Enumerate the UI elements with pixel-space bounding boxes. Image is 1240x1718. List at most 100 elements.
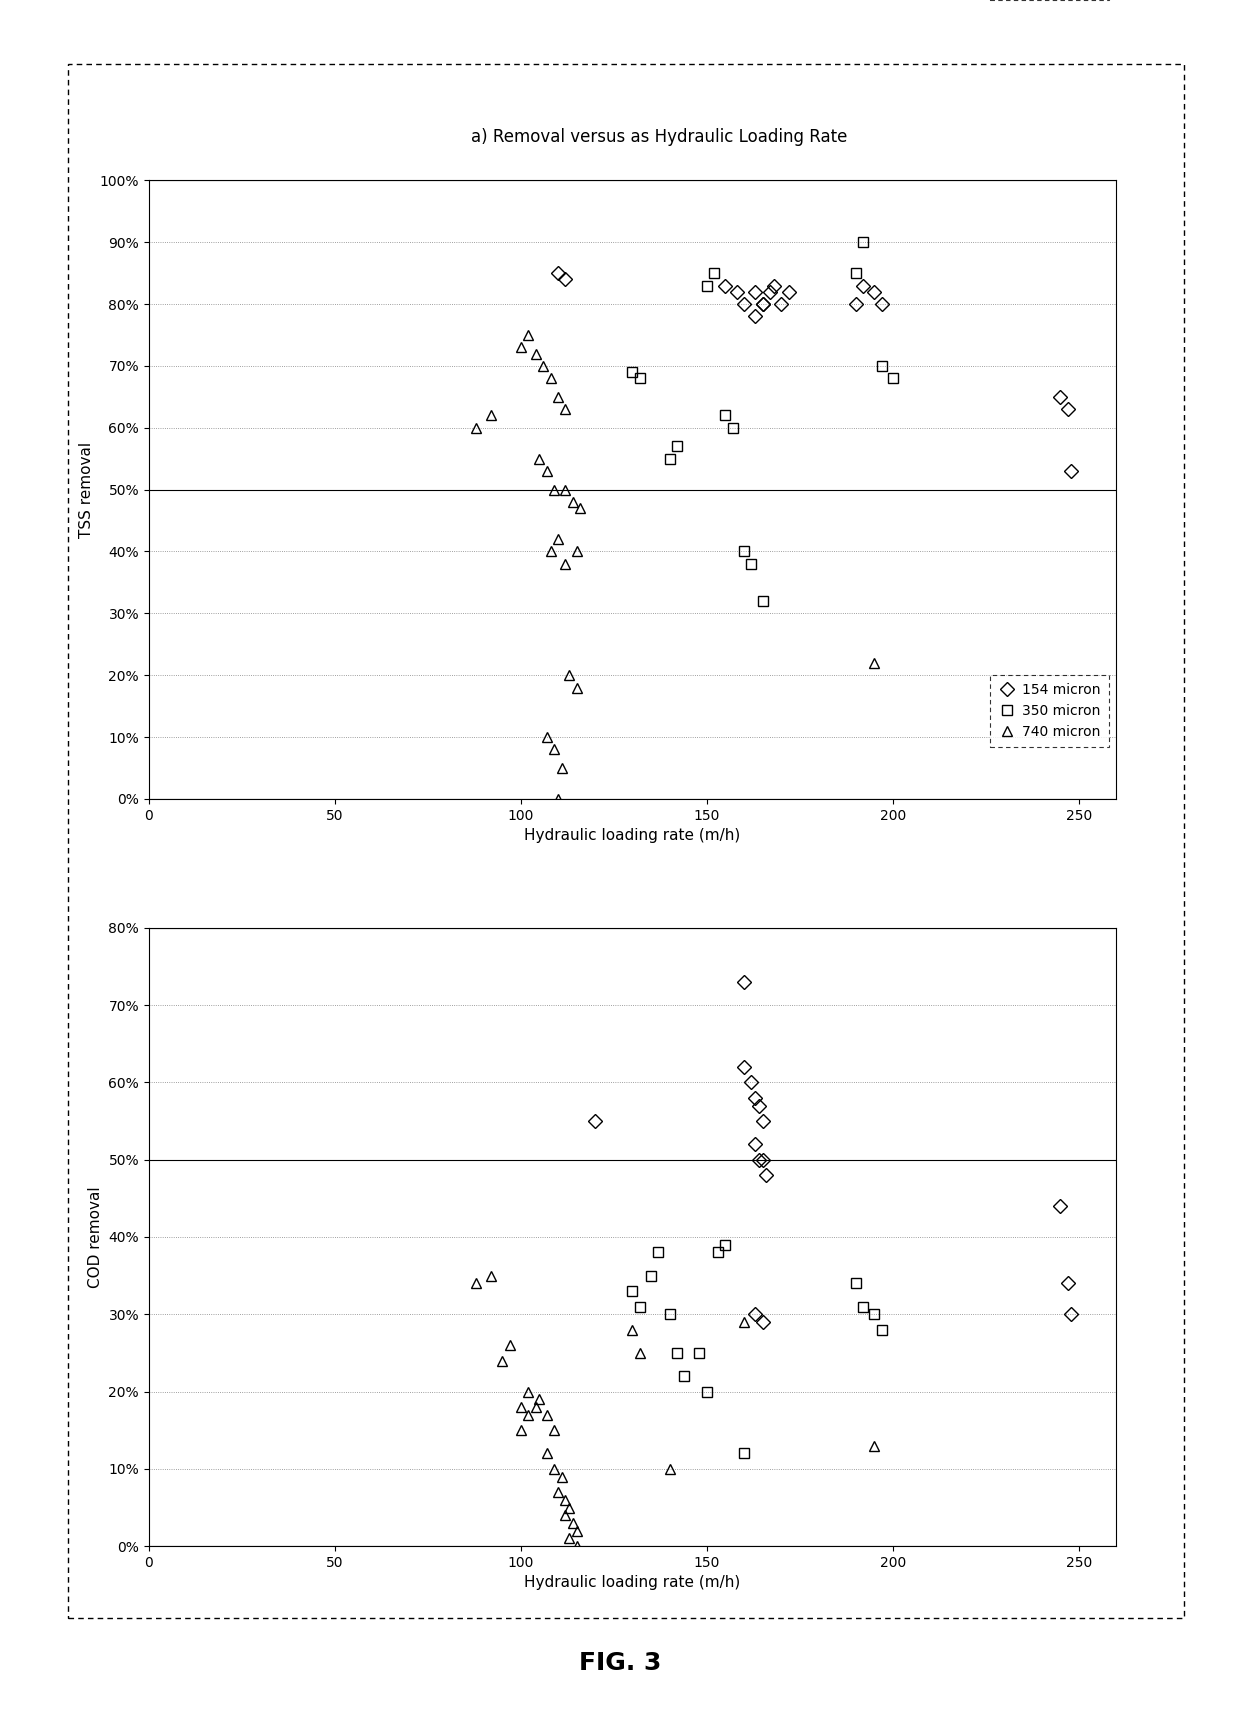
350 micron xyxy=(856,232,870,253)
740 micron xyxy=(547,739,562,759)
350 micron xyxy=(718,405,733,426)
X-axis label: Hydraulic loading rate (m/h): Hydraulic loading rate (m/h) xyxy=(525,1575,740,1591)
740 micron xyxy=(569,541,584,562)
740 micron xyxy=(551,529,565,550)
350 micron xyxy=(692,1343,707,1364)
154 micron xyxy=(766,275,781,295)
350 micron xyxy=(744,553,759,574)
740 micron xyxy=(558,1490,573,1510)
154 micron xyxy=(737,972,751,993)
740 micron xyxy=(569,1536,584,1557)
740 micron xyxy=(521,325,536,345)
740 micron xyxy=(632,1343,647,1364)
154 micron xyxy=(1060,1273,1075,1294)
740 micron xyxy=(558,399,573,419)
350 micron xyxy=(848,1273,863,1294)
740 micron xyxy=(565,1512,580,1532)
154 micron xyxy=(748,1304,763,1325)
154 micron xyxy=(867,282,882,302)
350 micron xyxy=(670,436,684,457)
740 micron xyxy=(484,405,498,426)
154 micron xyxy=(748,282,763,302)
350 micron xyxy=(874,1319,889,1340)
740 micron xyxy=(554,1465,569,1486)
740 micron xyxy=(562,1496,577,1519)
Line: 740 micron: 740 micron xyxy=(471,1271,879,1551)
350 micron xyxy=(632,368,647,388)
740 micron xyxy=(495,1350,510,1371)
350 micron xyxy=(699,275,714,295)
740 micron xyxy=(565,491,580,512)
350 micron xyxy=(699,1381,714,1402)
154 micron xyxy=(755,294,770,314)
Text: FIG. 3: FIG. 3 xyxy=(579,1651,661,1675)
350 micron xyxy=(644,1264,658,1285)
740 micron xyxy=(484,1264,498,1285)
154 micron xyxy=(856,275,870,295)
Text: a) Removal versus as Hydraulic Loading Rate: a) Removal versus as Hydraulic Loading R… xyxy=(471,129,848,146)
X-axis label: Hydraulic loading rate (m/h): Hydraulic loading rate (m/h) xyxy=(525,828,740,844)
740 micron xyxy=(625,1319,640,1340)
350 micron xyxy=(856,1295,870,1316)
740 micron xyxy=(547,1419,562,1440)
740 micron xyxy=(469,1273,484,1294)
740 micron xyxy=(562,665,577,685)
740 micron xyxy=(536,356,551,376)
154 micron xyxy=(558,270,573,290)
740 micron xyxy=(539,1405,554,1426)
740 micron xyxy=(547,1459,562,1479)
350 micron xyxy=(737,1443,751,1464)
740 micron xyxy=(551,1481,565,1502)
740 micron xyxy=(539,727,554,747)
154 micron xyxy=(755,1149,770,1170)
350 micron xyxy=(707,263,722,283)
154 micron xyxy=(737,1057,751,1077)
350 micron xyxy=(848,263,863,283)
350 micron xyxy=(725,417,740,438)
154 micron xyxy=(755,294,770,314)
154 micron xyxy=(874,294,889,314)
154 micron xyxy=(737,294,751,314)
154 micron xyxy=(848,294,863,314)
350 micron xyxy=(755,591,770,612)
Line: 154 micron: 154 micron xyxy=(590,978,1076,1326)
740 micron xyxy=(513,337,528,357)
Line: 350 micron: 350 micron xyxy=(627,237,898,606)
740 micron xyxy=(513,1419,528,1440)
154 micron xyxy=(1053,1196,1068,1216)
Line: 350 micron: 350 micron xyxy=(627,1240,887,1459)
350 micron xyxy=(632,1295,647,1316)
740 micron xyxy=(558,1505,573,1526)
740 micron xyxy=(539,1443,554,1464)
740 micron xyxy=(554,758,569,778)
350 micron xyxy=(737,541,751,562)
154 micron xyxy=(751,1149,766,1170)
740 micron xyxy=(521,1405,536,1426)
740 micron xyxy=(569,1520,584,1541)
154 micron xyxy=(748,306,763,326)
350 micron xyxy=(874,356,889,376)
350 micron xyxy=(677,1366,692,1386)
154 micron xyxy=(751,1096,766,1117)
154 micron xyxy=(763,282,777,302)
740 micron xyxy=(469,417,484,438)
350 micron xyxy=(662,448,677,469)
154 micron xyxy=(1060,399,1075,419)
350 micron xyxy=(867,1304,882,1325)
154 micron xyxy=(748,1087,763,1108)
740 micron xyxy=(528,344,543,364)
740 micron xyxy=(867,1436,882,1457)
154 micron xyxy=(781,282,796,302)
740 micron xyxy=(513,1397,528,1417)
154 micron xyxy=(759,1165,774,1185)
740 micron xyxy=(532,1388,547,1409)
350 micron xyxy=(711,1242,725,1263)
740 micron xyxy=(528,1397,543,1417)
350 micron xyxy=(662,1304,677,1325)
740 micron xyxy=(867,653,882,673)
Y-axis label: TSS removal: TSS removal xyxy=(79,442,94,538)
154 micron xyxy=(755,1313,770,1333)
154 micron xyxy=(1053,387,1068,407)
740 micron xyxy=(543,541,558,562)
154 micron xyxy=(718,275,733,295)
